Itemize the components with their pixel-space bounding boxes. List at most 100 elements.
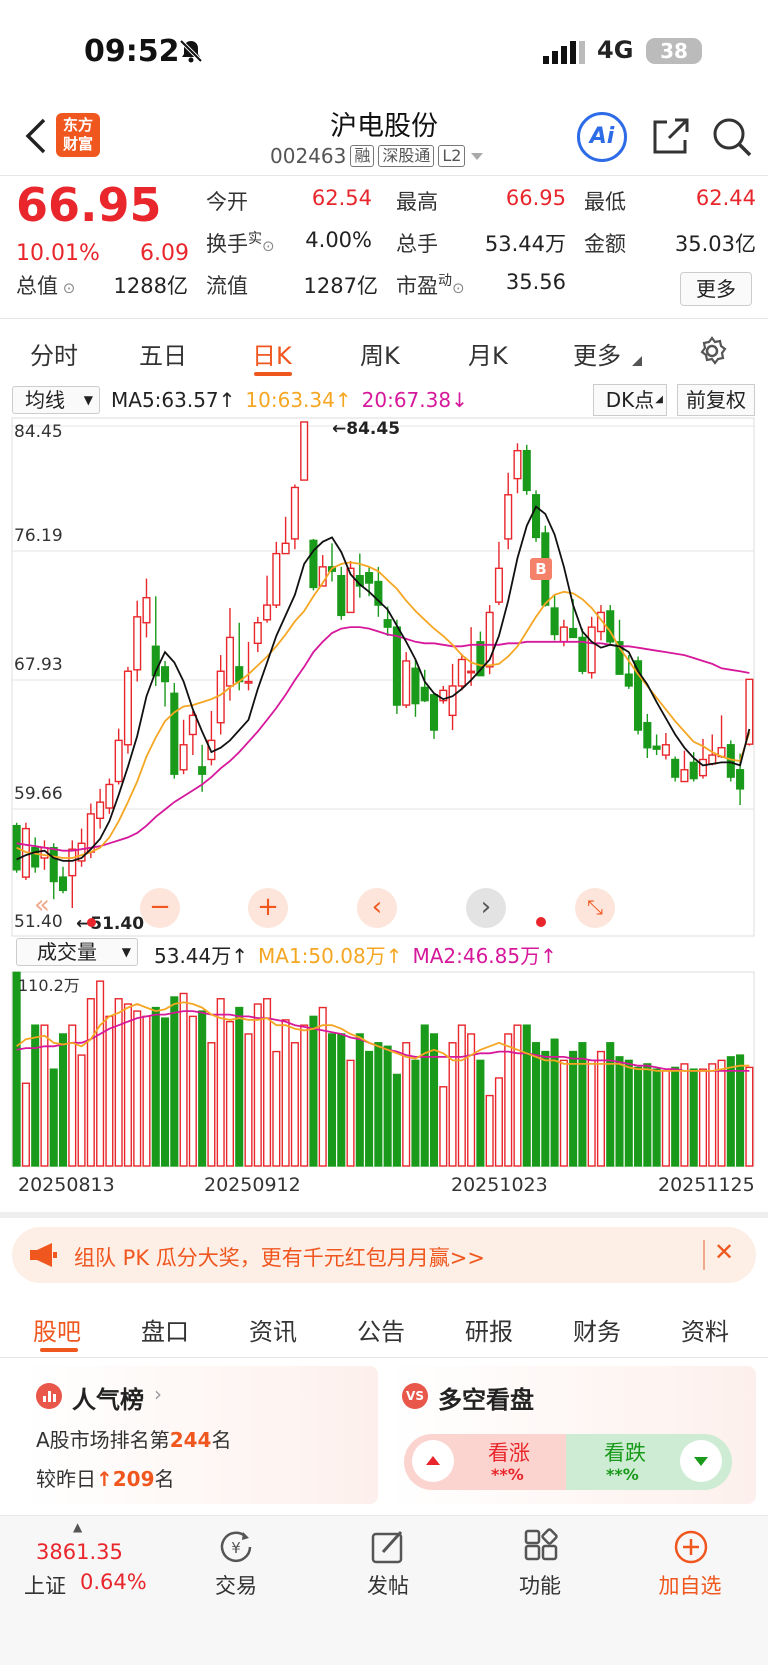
min-price-value: 51.40 [90, 914, 145, 934]
popularity-card[interactable] [22, 1366, 378, 1504]
bear-arrow-icon[interactable] [680, 1440, 722, 1482]
volume-bar-65 [615, 1056, 624, 1167]
tab-weekly-k[interactable]: 周K [360, 342, 400, 370]
volume-bar-45 [429, 1033, 439, 1167]
nav-trade[interactable]: 交易 [215, 1574, 257, 1598]
quote-sup-3: 实 [248, 231, 262, 247]
logo: 东方财富 [56, 113, 100, 157]
volume-bar-3 [40, 1024, 49, 1167]
volume-bar-56 [531, 1042, 541, 1167]
volume-legend-item-2: MA2:46.85万↑ [412, 944, 557, 968]
zoom-out-button[interactable]: − [140, 888, 180, 928]
tab-five-day[interactable]: 五日 [139, 342, 187, 370]
tab-finance[interactable]: 财务 [573, 1318, 621, 1346]
candle-body-20 [198, 766, 207, 775]
muted-bell-icon [179, 39, 203, 63]
ma-legend-item-2: 20:67.38↓ [361, 388, 468, 412]
banner-divider [703, 1240, 705, 1270]
volume-bar-25 [244, 1033, 253, 1167]
dropdown-triangle-icon[interactable] [469, 151, 485, 161]
max-price-value: 84.45 [346, 419, 401, 439]
info-icon[interactable]: ⊙ [452, 279, 465, 297]
megaphone-icon [30, 1243, 57, 1267]
nav-post[interactable]: 发帖 [367, 1574, 409, 1598]
bull-arrow-icon[interactable] [412, 1440, 454, 1482]
move-right-button[interactable]: › [466, 888, 506, 928]
ma-select-caret-icon: ▼ [83, 393, 93, 407]
tab-more-triangle-icon [632, 356, 642, 366]
tab-forum[interactable]: 股吧 [33, 1318, 81, 1346]
candle-body-53 [504, 494, 513, 540]
quote-value-7: 1287亿 [303, 274, 378, 298]
rank-suffix: 名 [211, 1428, 232, 1452]
tab-announcements[interactable]: 公告 [357, 1318, 405, 1346]
ma-select[interactable]: 均线 ▼ [12, 386, 100, 414]
volume-bar-47 [448, 1042, 457, 1167]
popularity-rank: A股市场排名第244名 [36, 1424, 231, 1453]
more-button[interactable]: 更多 [680, 272, 752, 306]
back-button[interactable] [22, 116, 52, 156]
banner-text[interactable]: 组队 PK 瓜分大奖，更有千元红包月月赢>> [74, 1246, 485, 1270]
volume-legend-item-1: MA1:50.08万↑ [258, 944, 403, 968]
info-icon[interactable]: ⊙ [58, 279, 76, 297]
candle-body-74 [698, 758, 708, 777]
buy-marker[interactable]: B [530, 558, 552, 580]
tab-minute[interactable]: 分时 [30, 342, 78, 370]
adjust-button[interactable]: 前复权 [677, 384, 755, 416]
ma20-line [16, 626, 750, 852]
move-left-button[interactable]: ‹ [357, 888, 397, 928]
candle-body-71 [671, 758, 680, 778]
volume-select[interactable]: 成交量 ▼ [16, 938, 138, 966]
promo-banner[interactable] [12, 1227, 756, 1283]
volume-bar-54 [513, 1024, 522, 1167]
volume-bar-13 [133, 1010, 142, 1167]
candle-body-63 [596, 611, 606, 633]
nav-functions[interactable]: 功能 [519, 1574, 561, 1598]
quote-value-1: 66.95 [505, 186, 566, 210]
settings-gear-icon[interactable] [697, 336, 727, 366]
tab-news[interactable]: 资讯 [249, 1318, 297, 1346]
dk-point-button[interactable]: DK点 ◢ [593, 384, 667, 416]
volume-bar-29 [281, 1019, 290, 1167]
info-icon[interactable]: ⊙ [262, 237, 275, 255]
trade-icon[interactable]: ¥ [217, 1528, 255, 1566]
volume-legend: 53.44万↑ MA1:50.08万↑ MA2:46.85万↑ [154, 940, 557, 969]
volume-bar-55 [522, 1024, 531, 1167]
candle-body-45 [429, 694, 439, 731]
banner-close-button[interactable]: ✕ [714, 1238, 735, 1266]
candle-body-42 [402, 660, 411, 706]
post-icon[interactable] [369, 1528, 407, 1566]
share-icon[interactable] [651, 116, 691, 156]
index-change[interactable]: 0.64% [80, 1570, 147, 1594]
volume-bar-42 [402, 1042, 411, 1167]
tab-orderbook[interactable]: 盘口 [141, 1318, 189, 1346]
quote-value-2: 62.44 [695, 186, 756, 210]
candle-body-28 [272, 552, 281, 606]
index-value[interactable]: 3861.35 [36, 1540, 123, 1564]
zoom-in-button[interactable]: + [248, 888, 288, 928]
scroll-left-icon[interactable]: « [34, 890, 50, 920]
tab-profile[interactable]: 资料 [681, 1318, 729, 1346]
kline-chart[interactable] [0, 384, 768, 1184]
ai-button[interactable]: Ai [577, 112, 627, 162]
tab-daily-k[interactable]: 日K [252, 342, 292, 370]
candle-body-32 [309, 539, 318, 589]
tab-monthly-k[interactable]: 月K [468, 342, 508, 370]
volume-bar-22 [216, 998, 225, 1167]
fullscreen-button[interactable]: ⤡ [575, 888, 615, 928]
search-icon[interactable] [711, 116, 753, 158]
nav-add-watchlist[interactable]: 加自选 [658, 1574, 722, 1598]
candle-body-79 [745, 678, 754, 745]
tab-research[interactable]: 研报 [465, 1318, 513, 1346]
volume-bar-63 [596, 1050, 606, 1167]
index-name[interactable]: 上证 [24, 1574, 66, 1598]
volume-bar-37 [355, 1033, 364, 1167]
candle-body-12 [123, 670, 132, 746]
functions-icon[interactable] [522, 1528, 560, 1566]
current-price: 66.95 [16, 178, 162, 232]
vs-icon: VS [402, 1383, 428, 1409]
tab-more[interactable]: 更多 [573, 342, 621, 370]
add-watchlist-icon[interactable] [672, 1528, 710, 1566]
volume-bar-40 [383, 1045, 392, 1167]
candle-body-4 [49, 847, 58, 883]
